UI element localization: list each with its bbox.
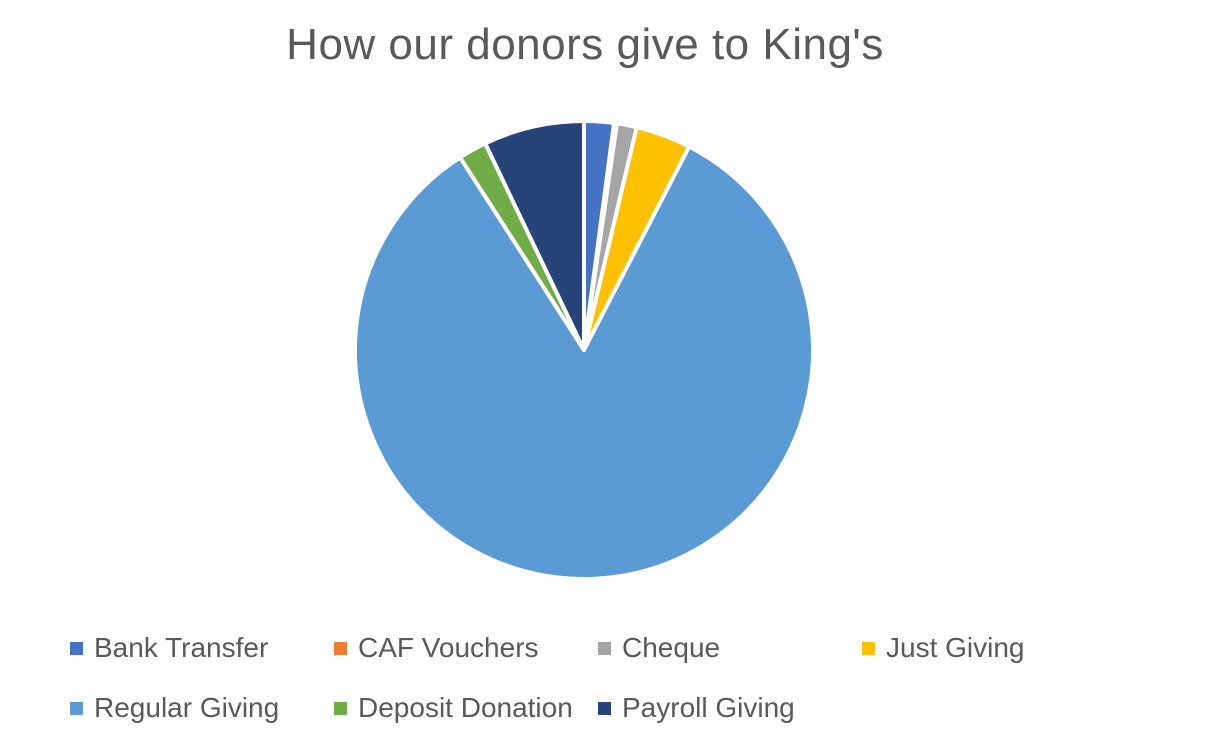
legend-label: Bank Transfer xyxy=(94,632,269,663)
legend-swatch xyxy=(598,641,611,655)
legend-item-just-giving: Just Giving xyxy=(862,630,1126,666)
legend-swatch xyxy=(334,701,347,715)
chart-legend: Bank Transfer CAF Vouchers Cheque Just Givi… xyxy=(70,630,1170,726)
legend-label: CAF Vouchers xyxy=(358,632,539,663)
legend-label: Cheque xyxy=(622,632,721,663)
legend-item-payroll-giving: Payroll Giving xyxy=(598,690,862,726)
pie-slice-regular-giving xyxy=(353,144,815,581)
pie-slice-payroll-giving xyxy=(483,119,586,352)
legend-label: Payroll Giving xyxy=(622,692,795,723)
legend-swatch xyxy=(70,641,83,655)
legend-label: Regular Giving xyxy=(94,692,280,723)
legend-swatch xyxy=(598,701,611,715)
legend-label: Deposit Donation xyxy=(358,692,573,723)
legend-item-caf-vouchers: CAF Vouchers xyxy=(334,630,598,666)
legend-swatch xyxy=(70,701,83,715)
legend-item-bank-transfer: Bank Transfer xyxy=(70,630,334,666)
legend-label: Just Giving xyxy=(886,632,1025,663)
chart-title: How our donors give to King's xyxy=(286,20,884,69)
legend-swatch xyxy=(334,641,347,655)
legend-swatch xyxy=(862,641,875,655)
legend-item-cheque: Cheque xyxy=(598,630,862,666)
legend-item-regular-giving: Regular Giving xyxy=(70,690,334,726)
legend-item-deposit-donation: Deposit Donation xyxy=(334,690,598,726)
